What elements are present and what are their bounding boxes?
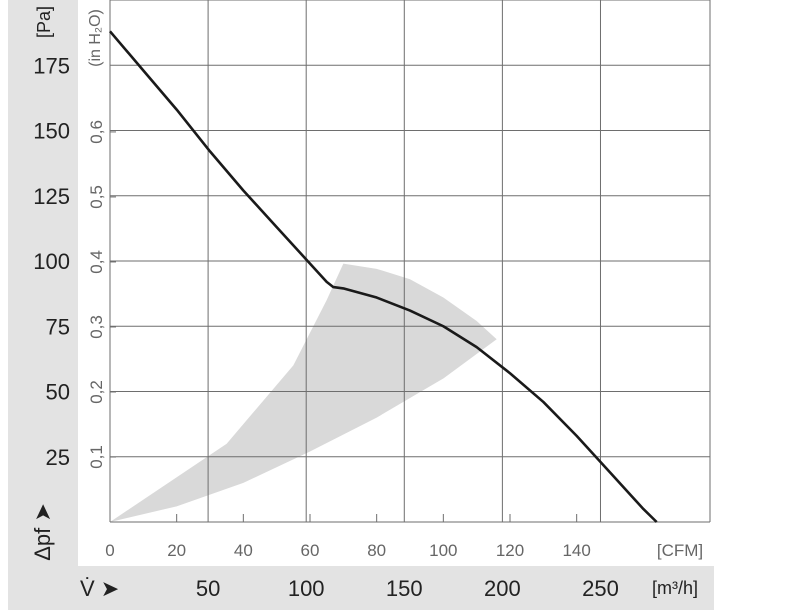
x-tick-label: 140 — [562, 541, 590, 560]
operating-region — [110, 263, 497, 522]
y2-tick-label: 0,3 — [87, 315, 106, 339]
y2-unit-label: (in H₂O) — [87, 9, 104, 67]
x-tick-label: 60 — [301, 541, 320, 560]
x-unit-label: [CFM] — [657, 541, 703, 560]
x2-tick-label: 250 — [582, 576, 619, 601]
x-tick-label: 0 — [105, 541, 114, 560]
y-tick-label: 100 — [33, 249, 70, 274]
x2-tick-label: 150 — [386, 576, 423, 601]
y-tick-label: 25 — [46, 445, 70, 470]
y2-tick-label: 0,4 — [87, 250, 106, 274]
operating-region-layer — [110, 263, 497, 522]
y2-tick-label: 0,2 — [87, 380, 106, 404]
x-axis-panel — [8, 566, 714, 610]
y2-tick-label: 0,6 — [87, 120, 106, 144]
x2-unit-label: [m³/h] — [652, 578, 698, 598]
grid-layer — [109, 0, 711, 523]
x2-tick-label: 200 — [484, 576, 521, 601]
y-tick-label: 175 — [33, 53, 70, 78]
x2-tick-label: 100 — [288, 576, 325, 601]
x2-symbol-label: V̇ ➤ — [80, 576, 119, 601]
y-symbol-label: Δpf ➤ — [30, 503, 55, 561]
curve-layer — [109, 30, 658, 523]
y2-tick-label: 0,5 — [87, 185, 106, 209]
x-tick-label: 20 — [167, 541, 186, 560]
y-tick-label: 75 — [46, 314, 70, 339]
y-tick-label: 125 — [33, 184, 70, 209]
x-tick-label: 80 — [367, 541, 386, 560]
x2-tick-label: 50 — [196, 576, 220, 601]
y-unit-label: [Pa] — [34, 6, 54, 38]
y-axis-panel — [8, 0, 78, 566]
y2-tick-label: 0,1 — [87, 445, 106, 469]
fan-curve-line — [109, 30, 658, 523]
y-tick-label: 50 — [46, 380, 70, 405]
x-tick-label: 40 — [234, 541, 253, 560]
y-tick-label: 150 — [33, 119, 70, 144]
x-tick-label: 120 — [496, 541, 524, 560]
label-layer: 25 50 75 100 125 150 175 0,1 0,2 0,3 0,4 0,5 0,6 0 20 4… — [30, 6, 703, 601]
x-tick-label: 100 — [429, 541, 457, 560]
